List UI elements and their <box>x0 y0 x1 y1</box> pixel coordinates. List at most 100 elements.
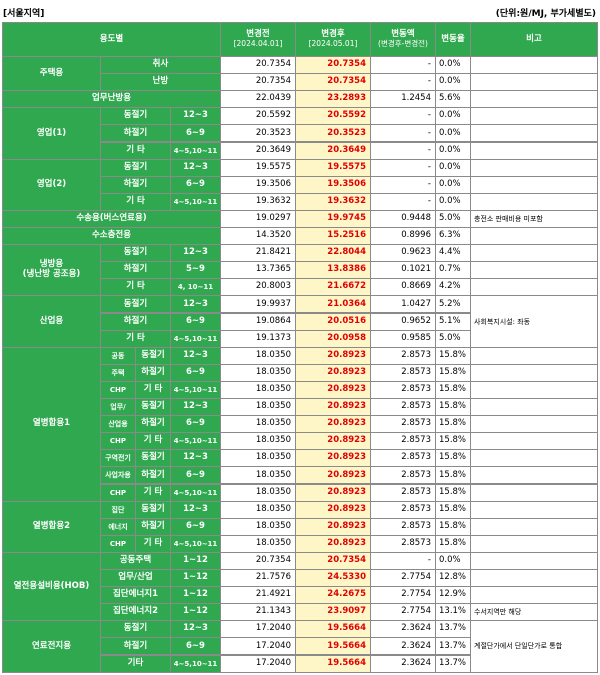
after-value-text: 20.3523 <box>327 127 366 138</box>
diff-value-text: 2.8573 <box>401 401 431 412</box>
rate-value-text: 5.0% <box>439 332 461 343</box>
sub-label: 기 타 <box>135 432 171 451</box>
sub-label: 동절기 <box>135 398 171 417</box>
sub-label-text: 6~9 <box>186 520 205 531</box>
sub-label-text: 6~9 <box>186 178 205 189</box>
rate-value: 13.7% <box>435 620 471 639</box>
note-cell <box>470 398 598 417</box>
before-value-text: 18.0350 <box>255 349 291 360</box>
note-cell-text: 계절단가에서 단일단가로 통합 <box>474 642 563 651</box>
rate-value: 15.8% <box>435 517 471 536</box>
sub-label: 1~12 <box>170 586 221 605</box>
diff-value-text: - <box>427 144 431 155</box>
sub-label: 1~12 <box>170 569 221 588</box>
sub-label: 4, 10~11 <box>170 278 221 297</box>
diff-value: - <box>370 158 436 177</box>
after-value-text: 20.0516 <box>327 315 366 326</box>
diff-value: 2.8573 <box>370 466 436 485</box>
note-cell <box>470 56 598 75</box>
rate-value: 0.0% <box>435 192 471 211</box>
after-value-text: 19.5664 <box>327 623 366 634</box>
rate-value-text: 5.2% <box>439 298 461 309</box>
rate-value-text: 6.3% <box>439 230 461 241</box>
sub-label: 기 타 <box>135 483 171 502</box>
after-value: 20.3649 <box>295 141 371 160</box>
sub-label-text: 주택 <box>111 368 125 377</box>
group-label-text: 산업용 <box>39 315 64 326</box>
sub-label: 4~5,10~11 <box>170 141 221 160</box>
diff-value: 2.8573 <box>370 517 436 536</box>
header-cell-text: [2024.05.01] <box>308 39 358 49</box>
sub-label-text: 1~12 <box>183 555 208 566</box>
diff-value-text: - <box>427 59 431 70</box>
rate-value-text: 15.8% <box>439 486 467 497</box>
note-cell <box>470 278 598 297</box>
sub-label: 동절기 <box>100 244 171 263</box>
rate-value: 5.1% <box>435 312 471 331</box>
rate-value-text: 13.7% <box>439 640 467 651</box>
sub-label-text: 하절기 <box>123 127 148 138</box>
after-value-text: 20.8923 <box>327 520 366 531</box>
rate-value: 15.8% <box>435 500 471 519</box>
sub-label: 6~9 <box>170 312 221 331</box>
rate-value-text: 15.8% <box>439 520 467 531</box>
diff-value-text: 2.3624 <box>401 640 431 651</box>
before-value-text: 20.7354 <box>255 555 291 566</box>
sub-label-text: 12~3 <box>183 623 208 634</box>
before-value-text: 21.1343 <box>255 606 291 617</box>
sub-label-text: 동절기 <box>123 247 148 258</box>
sub-label: 하절기 <box>100 124 171 143</box>
sub-label-text: 4~5,10~11 <box>173 197 218 206</box>
after-value: 21.0364 <box>295 295 371 314</box>
after-value: 20.8923 <box>295 415 371 434</box>
before-value: 18.0350 <box>220 415 296 434</box>
sub-label: 기 타 <box>100 278 171 297</box>
rate-value: 0.0% <box>435 56 471 75</box>
after-value-text: 19.5664 <box>327 657 366 668</box>
after-value-text: 19.5664 <box>327 640 366 651</box>
rate-value: 0.0% <box>435 124 471 143</box>
sub-label: 기 타 <box>100 329 171 348</box>
sub-label: 6~9 <box>170 175 221 194</box>
note-cell <box>470 107 598 126</box>
sub-label-text: 4~5,10~11 <box>173 437 218 446</box>
before-value: 21.4921 <box>220 586 296 605</box>
rate-value: 5.0% <box>435 209 471 228</box>
sub-label-text: 4~5,10~11 <box>173 385 218 394</box>
sub-label: 공동주택 <box>100 551 171 570</box>
after-value-text: 20.8923 <box>327 401 366 412</box>
before-value-text: 20.7354 <box>255 59 291 70</box>
sub-label: 동절기 <box>135 449 171 468</box>
after-value-text: 20.8923 <box>327 486 366 497</box>
sub-label: 동절기 <box>135 346 171 365</box>
sub-label-text: 동절기 <box>141 503 165 514</box>
sub-label-text: 기 타 <box>143 486 163 497</box>
sub-label-text: 기 타 <box>126 281 145 292</box>
rate-value-text: 15.8% <box>439 349 467 360</box>
after-value: 13.8386 <box>295 261 371 280</box>
sub-label: 1~12 <box>170 551 221 570</box>
sub-label-text: 6~9 <box>186 315 205 326</box>
sub-label-text: 산업용 <box>108 420 128 429</box>
after-value-text: 15.2516 <box>327 230 366 241</box>
sub-label: 에너지 <box>100 517 136 536</box>
sub-label: 4~5,10~11 <box>170 534 221 553</box>
after-value-text: 20.7354 <box>327 59 366 70</box>
rate-value-text: 15.8% <box>439 503 467 514</box>
note-cell <box>470 569 598 588</box>
sub-label-text: 12~3 <box>183 110 208 121</box>
rate-value-text: 0.0% <box>439 76 461 87</box>
header-cell: 변동율 <box>435 22 471 57</box>
before-value-text: 20.3649 <box>255 144 291 155</box>
rate-value: 13.7% <box>435 637 471 656</box>
sub-label: 사업자용 <box>100 466 136 485</box>
sub-label: 기타 <box>100 654 171 673</box>
sub-label: 동절기 <box>100 620 171 639</box>
sub-label: 하절기 <box>100 261 171 280</box>
sub-label: 업무/ <box>100 398 136 417</box>
sub-label-text: 기 타 <box>126 195 145 206</box>
after-value: 20.8923 <box>295 380 371 399</box>
sub-label-text: 동절기 <box>141 452 165 463</box>
before-value: 19.9937 <box>220 295 296 314</box>
after-value-text: 21.6672 <box>327 281 366 292</box>
